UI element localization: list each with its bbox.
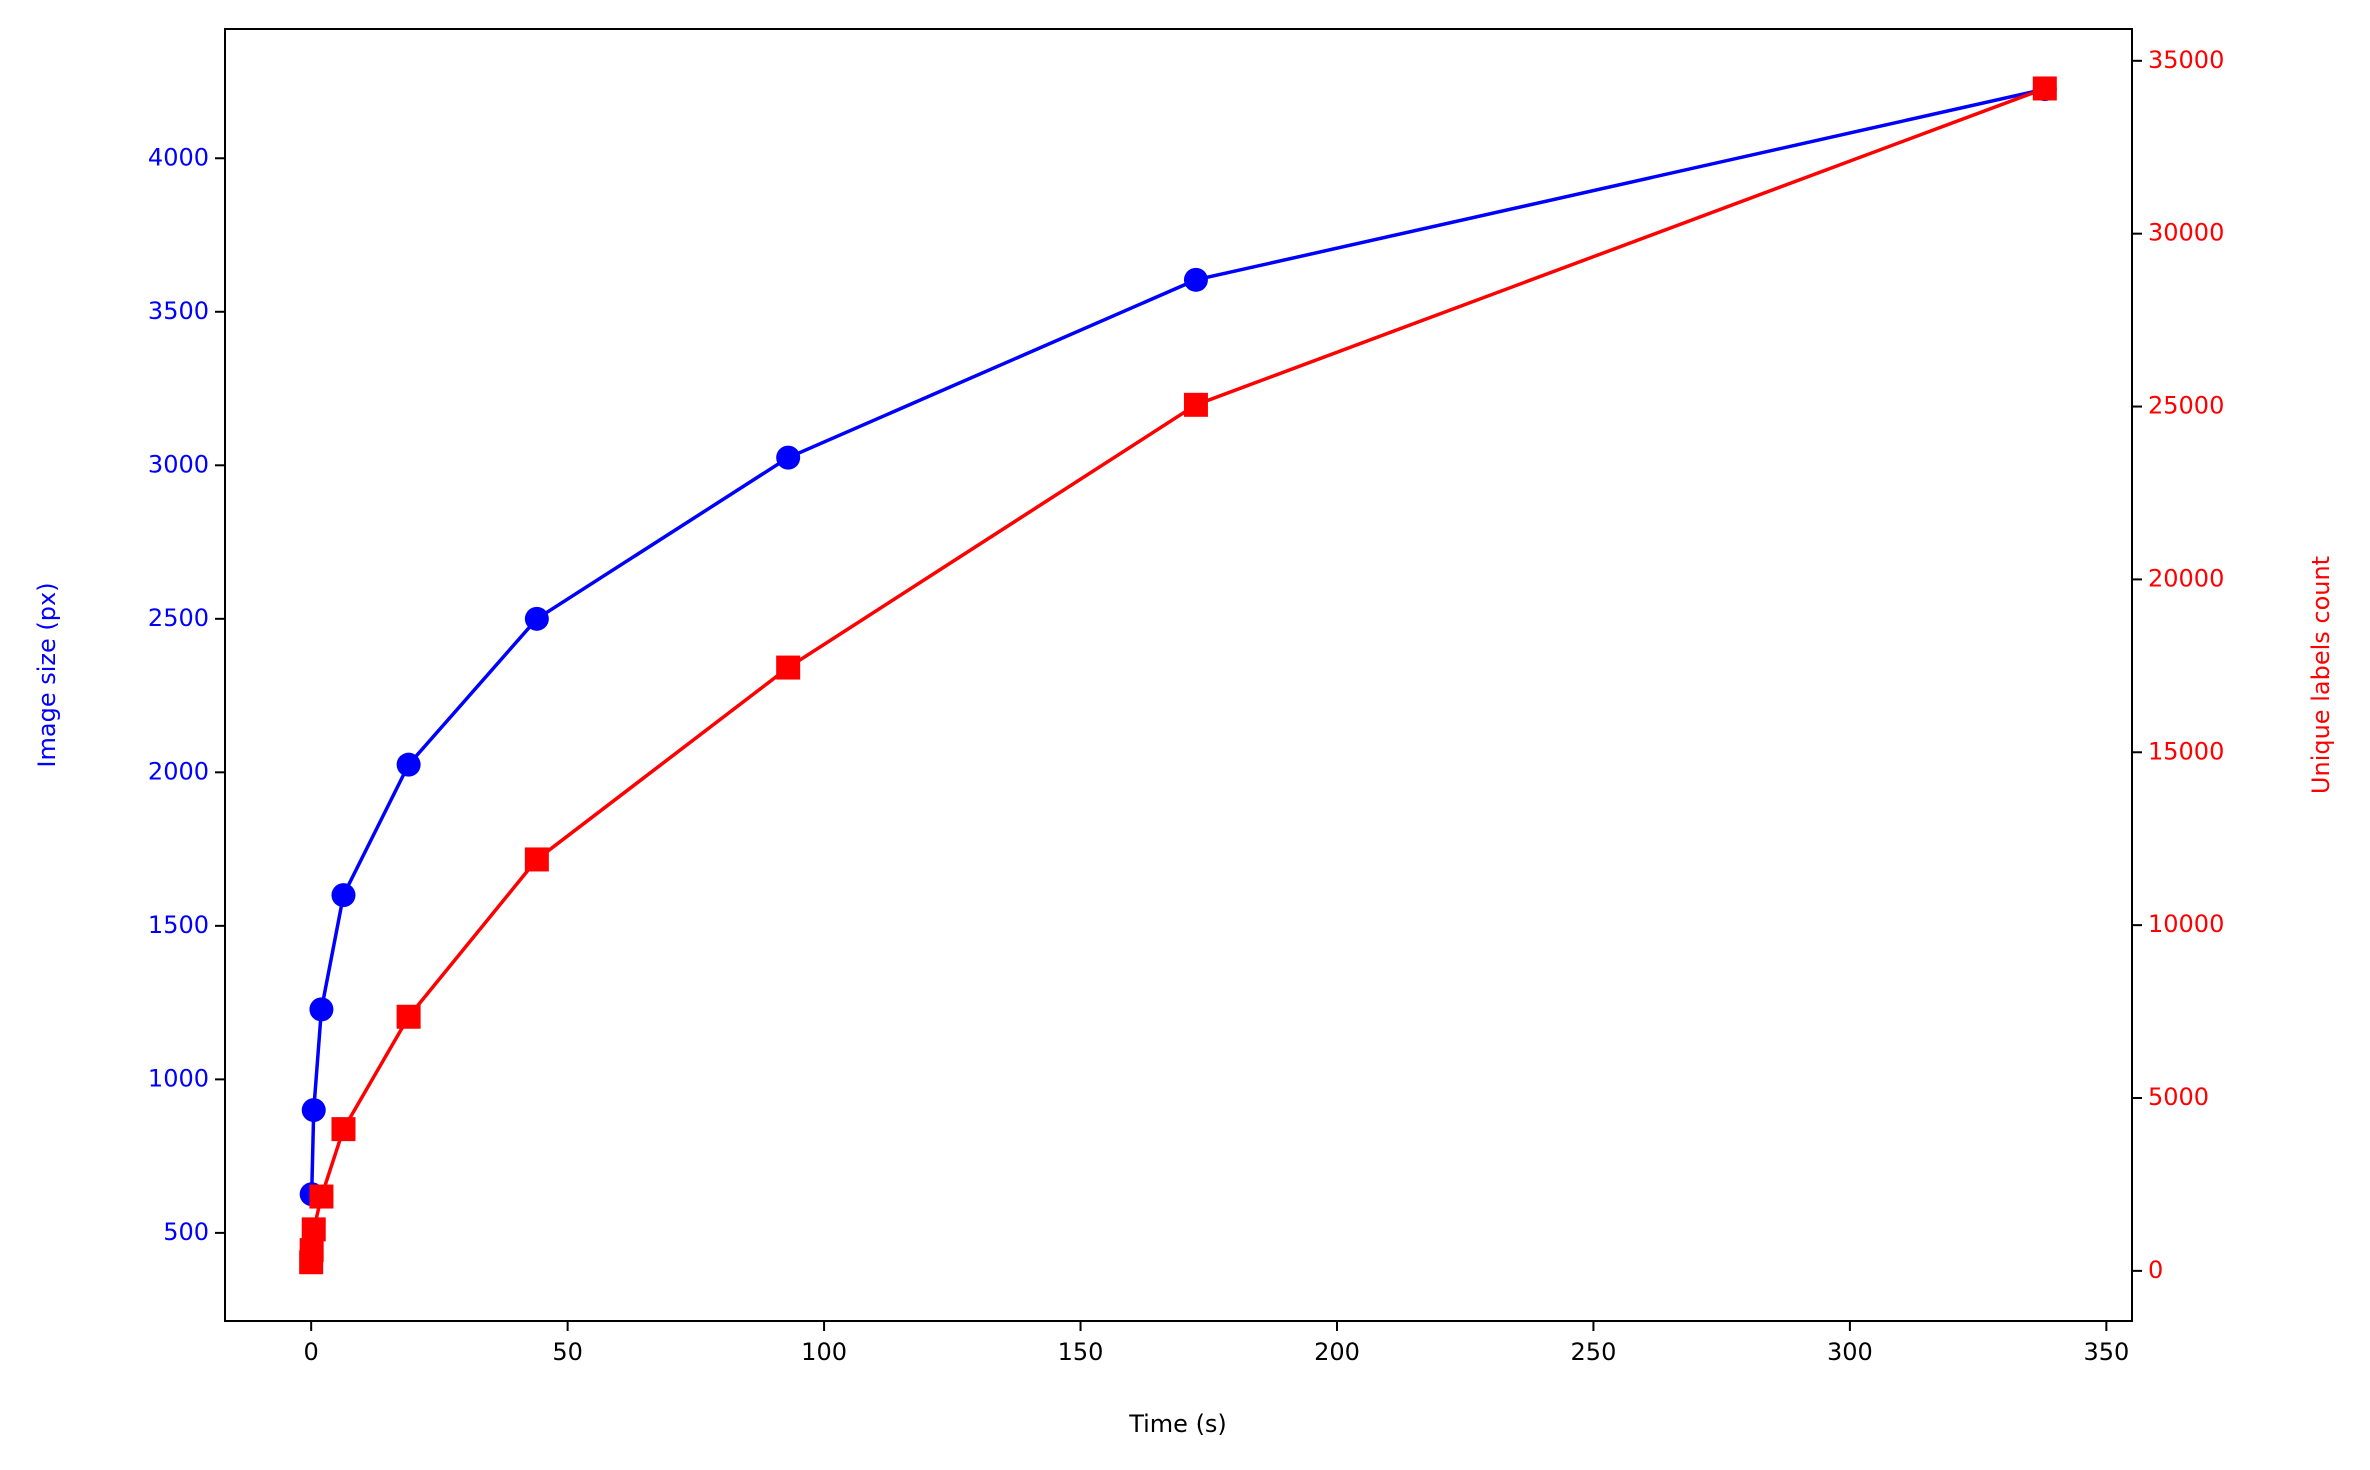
- y2-tick-label: 20000: [2148, 564, 2224, 592]
- marker: [524, 847, 549, 872]
- marker: [776, 445, 801, 470]
- y-tick-label: 1500: [148, 911, 209, 939]
- x-tick-label: 300: [1827, 1338, 1873, 1366]
- marker: [301, 1217, 326, 1242]
- x-tick-label: 0: [304, 1338, 319, 1366]
- y2-axis-label: Unique labels count: [2307, 556, 2335, 794]
- x-tick-label: 150: [1058, 1338, 1104, 1366]
- y2-tick-label: 0: [2148, 1256, 2163, 1284]
- y2-tick-label: 35000: [2148, 46, 2224, 74]
- x-tick-label: 200: [1314, 1338, 1360, 1366]
- x-axis-label: Time (s): [1128, 1410, 1227, 1438]
- y-tick-label: 500: [163, 1218, 209, 1246]
- marker: [2032, 76, 2057, 101]
- marker: [301, 1098, 326, 1123]
- plot-frame: [224, 28, 2133, 1322]
- marker: [331, 1117, 356, 1142]
- y-axis-label: Image size (px): [33, 582, 61, 767]
- y-tick-label: 2000: [148, 757, 209, 785]
- series-line: [309, 86, 2046, 1263]
- y-tick-label: 3500: [148, 297, 209, 325]
- marker: [331, 883, 356, 908]
- marker: [776, 655, 801, 680]
- marker: [524, 606, 549, 631]
- marker: [299, 1238, 324, 1263]
- y-tick-label: 4000: [148, 143, 209, 171]
- marker: [309, 1184, 334, 1209]
- marker: [396, 1004, 421, 1029]
- x-tick-label: 250: [1571, 1338, 1617, 1366]
- y2-tick-label: 15000: [2148, 737, 2224, 765]
- x-tick-label: 50: [552, 1338, 583, 1366]
- y2-tick-label: 25000: [2148, 392, 2224, 420]
- x-tick-label: 100: [801, 1338, 847, 1366]
- marker: [309, 997, 334, 1022]
- marker: [1183, 392, 1208, 417]
- marker: [396, 752, 421, 777]
- y-tick-label: 1000: [148, 1064, 209, 1092]
- series-line: [309, 87, 2046, 1195]
- y2-tick-label: 5000: [2148, 1083, 2209, 1111]
- y2-tick-label: 30000: [2148, 219, 2224, 247]
- y-tick-label: 3000: [148, 450, 209, 478]
- marker: [1183, 267, 1208, 292]
- y2-tick-label: 10000: [2148, 910, 2224, 938]
- y-tick-label: 2500: [148, 604, 209, 632]
- x-tick-label: 350: [2083, 1338, 2129, 1366]
